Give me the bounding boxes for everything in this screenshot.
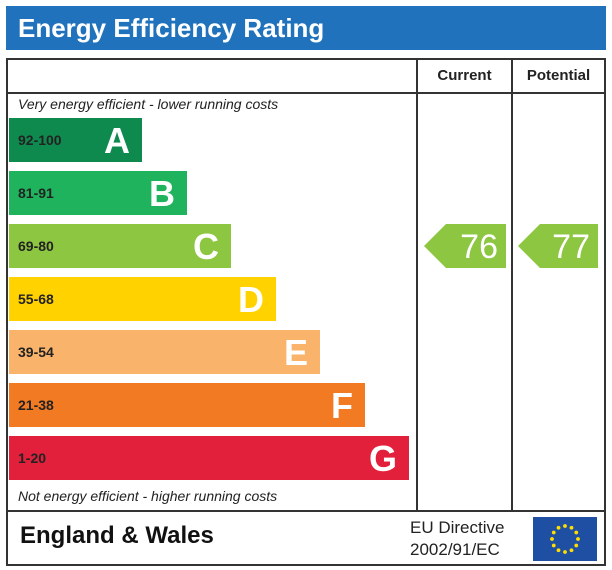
band-range-label: 21-38 <box>18 397 54 413</box>
band-range-label: 55-68 <box>18 291 54 307</box>
caption-bottom: Not energy efficient - higher running co… <box>18 488 278 504</box>
divider-footer <box>6 510 606 512</box>
divider-potential <box>511 58 513 512</box>
divider-header <box>6 92 606 94</box>
band-letter-label: C <box>193 226 219 267</box>
page-title-text: Energy Efficiency Rating <box>18 13 325 43</box>
eu-star-icon <box>569 548 574 553</box>
band-letter-label: E <box>283 332 308 373</box>
eu-directive: EU Directive 2002/91/EC <box>410 517 504 561</box>
rating-value: 77 <box>552 228 590 266</box>
eu-directive-line2: 2002/91/EC <box>410 540 500 559</box>
band-range-label: 39-54 <box>18 344 54 360</box>
band-c: 69-80 C <box>9 224 231 268</box>
eu-star-icon <box>563 524 567 528</box>
eu-directive-line1: EU Directive <box>410 518 505 537</box>
caption-top: Very energy efficient - lower running co… <box>18 96 279 112</box>
eu-star-icon <box>556 548 561 553</box>
eu-star-icon <box>556 525 561 530</box>
eu-flag-icon <box>533 517 597 561</box>
rating-table <box>6 58 606 566</box>
eu-star-icon <box>576 537 580 541</box>
eu-star-icon <box>563 550 567 554</box>
page-title: Energy Efficiency Rating <box>6 6 606 50</box>
eu-star-icon <box>569 525 574 530</box>
band-letter-label: G <box>368 438 397 479</box>
eu-star-icon <box>551 543 556 548</box>
band-range-label: 1-20 <box>18 450 47 466</box>
eu-star-icon <box>550 537 554 541</box>
band-range-label: 69-80 <box>18 238 54 254</box>
band-f: 21-38 F <box>9 383 365 427</box>
eu-star-icon <box>574 543 579 548</box>
divider-current <box>416 58 418 512</box>
band-letter-label: A <box>104 120 130 161</box>
band-g: 1-20 G <box>9 436 409 480</box>
band-range-label: 92-100 <box>18 132 62 148</box>
band-range-label: 81-91 <box>18 185 54 201</box>
band-letter-label: D <box>238 279 264 320</box>
eu-star-icon <box>574 530 579 535</box>
eu-star-icon <box>551 530 556 535</box>
region-label: England & Wales <box>20 522 214 549</box>
band-b: 81-91 B <box>9 171 187 215</box>
band-d: 55-68 D <box>9 277 276 321</box>
band-letter-label: B <box>149 173 175 214</box>
band-a: 92-100 A <box>9 118 142 162</box>
band-e: 39-54 E <box>9 330 320 374</box>
rating-value: 76 <box>460 228 498 266</box>
column-header-potential: Potential <box>526 67 591 84</box>
band-letter-label: F <box>331 385 353 426</box>
column-header-current: Current <box>437 67 492 84</box>
